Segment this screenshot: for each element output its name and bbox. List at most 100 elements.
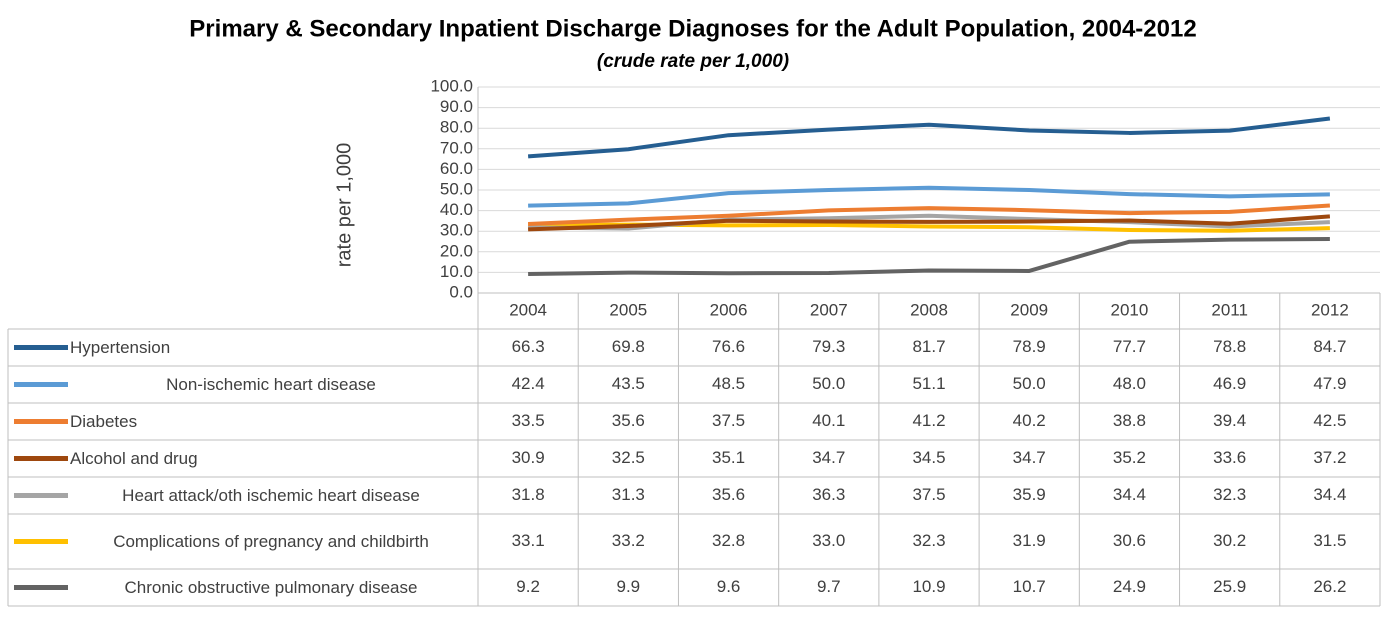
y-tick-label: 100.0 bbox=[430, 76, 473, 95]
series-line bbox=[528, 214, 1331, 232]
table-value: 35.6 bbox=[612, 411, 645, 430]
table-value: 33.6 bbox=[1213, 448, 1246, 467]
table-value: 31.3 bbox=[612, 485, 645, 504]
x-tick-label: 2004 bbox=[509, 300, 547, 319]
table-value: 48.0 bbox=[1113, 374, 1146, 393]
table-value: 35.6 bbox=[712, 485, 745, 504]
y-tick-label: 60.0 bbox=[440, 159, 473, 178]
table-value: 66.3 bbox=[512, 337, 545, 356]
table-value: 10.7 bbox=[1013, 577, 1046, 596]
table-value: 30.2 bbox=[1213, 531, 1246, 550]
x-tick-label: 2009 bbox=[1010, 300, 1048, 319]
table-value: 33.2 bbox=[612, 531, 645, 550]
series-line bbox=[527, 116, 1331, 159]
y-tick-label: 0.0 bbox=[449, 282, 473, 301]
table-value: 42.5 bbox=[1313, 411, 1346, 430]
x-tick-label: 2008 bbox=[910, 300, 948, 319]
table-value: 9.9 bbox=[617, 577, 641, 596]
table-value: 50.0 bbox=[812, 374, 845, 393]
legend-label: Chronic obstructive pulmonary disease bbox=[124, 577, 418, 597]
table-value: 35.2 bbox=[1113, 448, 1146, 467]
series-line bbox=[528, 237, 1330, 277]
y-tick-label: 50.0 bbox=[440, 179, 473, 198]
y-axis-label: rate per 1,000 bbox=[333, 143, 355, 268]
table-value: 35.9 bbox=[1013, 485, 1046, 504]
table-value: 34.5 bbox=[912, 448, 945, 467]
table-value: 40.1 bbox=[812, 411, 845, 430]
table-value: 30.9 bbox=[512, 448, 545, 467]
table-value: 36.3 bbox=[812, 485, 845, 504]
y-tick-label: 70.0 bbox=[440, 138, 473, 157]
table-value: 84.7 bbox=[1313, 337, 1346, 356]
x-tick-label: 2012 bbox=[1311, 300, 1349, 319]
table-value: 78.8 bbox=[1213, 337, 1246, 356]
table-value: 32.5 bbox=[612, 448, 645, 467]
y-tick-label: 30.0 bbox=[440, 221, 473, 240]
table-value: 40.2 bbox=[1013, 411, 1046, 430]
chart-title: Primary & Secondary Inpatient Discharge … bbox=[189, 15, 1196, 42]
table-value: 32.3 bbox=[1213, 485, 1246, 504]
table-value: 43.5 bbox=[612, 374, 645, 393]
table-value: 76.6 bbox=[712, 337, 745, 356]
x-tick-label: 2007 bbox=[810, 300, 848, 319]
table-value: 30.6 bbox=[1113, 531, 1146, 550]
table-value: 34.4 bbox=[1313, 485, 1346, 504]
table-value: 81.7 bbox=[912, 337, 945, 356]
table-value: 34.4 bbox=[1113, 485, 1146, 504]
table-value: 34.7 bbox=[812, 448, 845, 467]
table-value: 25.9 bbox=[1213, 577, 1246, 596]
table-value: 37.5 bbox=[712, 411, 745, 430]
legend-label: Complications of pregnancy and childbirt… bbox=[113, 531, 429, 551]
table-value: 24.9 bbox=[1113, 577, 1146, 596]
table-value: 47.9 bbox=[1313, 374, 1346, 393]
table-value: 33.1 bbox=[512, 531, 545, 550]
table-value: 31.5 bbox=[1313, 531, 1346, 550]
table-value: 33.0 bbox=[812, 531, 845, 550]
table-value: 31.9 bbox=[1013, 531, 1046, 550]
series-line bbox=[528, 203, 1331, 226]
chart-subtitle: (crude rate per 1,000) bbox=[597, 51, 789, 72]
legend-label: Non-ischemic heart disease bbox=[166, 374, 376, 394]
table-value: 38.8 bbox=[1113, 411, 1146, 430]
legend-label: Heart attack/oth ischemic heart disease bbox=[122, 485, 420, 505]
table-value: 31.8 bbox=[512, 485, 545, 504]
table-value: 79.3 bbox=[812, 337, 845, 356]
x-tick-label: 2011 bbox=[1211, 300, 1248, 319]
table-value: 69.8 bbox=[612, 337, 645, 356]
table-value: 77.7 bbox=[1113, 337, 1146, 356]
table-value: 48.5 bbox=[712, 374, 745, 393]
table-value: 50.0 bbox=[1013, 374, 1046, 393]
table-value: 41.2 bbox=[912, 411, 945, 430]
legend-label: Diabetes bbox=[70, 411, 138, 431]
legend-label: Alcohol and drug bbox=[70, 448, 198, 468]
y-tick-label: 20.0 bbox=[440, 241, 473, 260]
table-value: 37.2 bbox=[1313, 448, 1346, 467]
table-value: 37.5 bbox=[912, 485, 945, 504]
table-value: 32.3 bbox=[912, 531, 945, 550]
table-value: 9.2 bbox=[516, 577, 540, 596]
x-tick-label: 2006 bbox=[710, 300, 748, 319]
table-value: 34.7 bbox=[1013, 448, 1046, 467]
x-tick-label: 2005 bbox=[609, 300, 647, 319]
table-value: 9.6 bbox=[717, 577, 741, 596]
table-value: 10.9 bbox=[912, 577, 945, 596]
table-value: 46.9 bbox=[1213, 374, 1246, 393]
table-value: 26.2 bbox=[1313, 577, 1346, 596]
y-tick-label: 80.0 bbox=[440, 118, 473, 137]
legend-label: Hypertension bbox=[70, 337, 171, 357]
table-value: 78.9 bbox=[1013, 337, 1046, 356]
x-tick-label: 2010 bbox=[1111, 300, 1149, 319]
y-tick-label: 40.0 bbox=[440, 200, 473, 219]
table-value: 51.1 bbox=[912, 374, 945, 393]
table-value: 9.7 bbox=[817, 577, 841, 596]
table-value: 33.5 bbox=[512, 411, 545, 430]
y-tick-label: 10.0 bbox=[440, 262, 473, 281]
y-tick-label: 90.0 bbox=[440, 97, 473, 116]
table-value: 32.8 bbox=[712, 531, 745, 550]
series-line bbox=[528, 185, 1330, 208]
table-value: 35.1 bbox=[712, 448, 745, 467]
table-value: 42.4 bbox=[512, 374, 545, 393]
table-value: 39.4 bbox=[1213, 411, 1246, 430]
